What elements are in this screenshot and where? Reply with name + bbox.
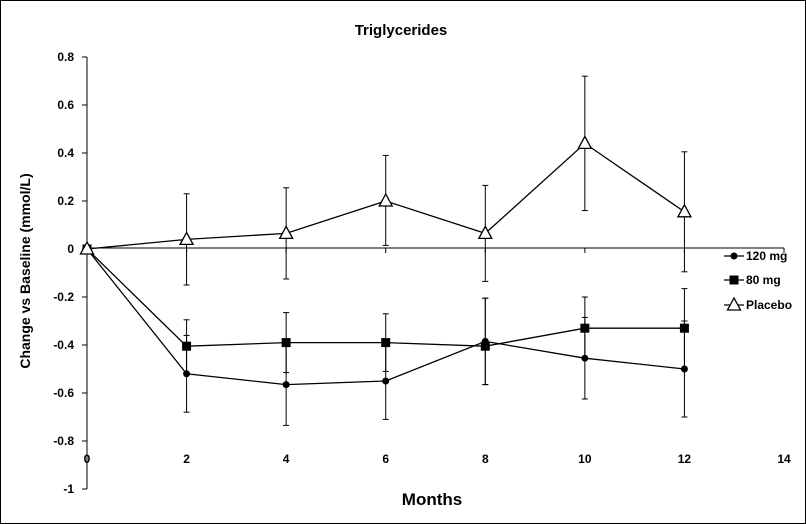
120-mg-marker [183, 370, 191, 378]
legend-label: Placebo [746, 298, 792, 312]
80-mg-marker [381, 338, 391, 348]
placebo-marker [378, 192, 394, 207]
x-tick-label: 14 [777, 452, 791, 466]
120-mg-marker [680, 365, 688, 373]
placebo-marker [278, 225, 294, 240]
80-mg-marker [281, 338, 291, 348]
placebo-marker [676, 203, 693, 218]
legend-placebo-marker [726, 296, 742, 311]
y-tick-label: -1 [63, 482, 74, 496]
80-mg-marker [580, 323, 590, 333]
legend-label: 120 mg [746, 249, 787, 263]
x-tick-label: 6 [382, 452, 389, 466]
x-tick-label: 2 [183, 452, 190, 466]
plot-area: 0.8 0.6 0.4 0.2 0 -0.2 -0.4 -0.6 -0.8 -1 0 2 4 6 8 10 12… [53, 50, 791, 496]
y-axis-label: Change vs Baseline (mmol/L) [17, 173, 33, 368]
y-tick-label: 0.4 [57, 146, 74, 160]
x-tick-label: 8 [482, 452, 489, 466]
legend-label: 80 mg [746, 273, 781, 287]
x-tick-label: 12 [678, 452, 692, 466]
y-tick-label: 0.2 [57, 194, 74, 208]
placebo-marker [79, 240, 95, 255]
legend-120-mg-marker [730, 252, 738, 260]
x-tick-label: 4 [283, 452, 290, 466]
placebo-marker [178, 231, 195, 246]
y-tick-label: -0.2 [53, 290, 74, 304]
y-tick-label: 0 [67, 242, 74, 256]
x-axis-label: Months [402, 490, 462, 509]
x-tick-label: 0 [84, 452, 91, 466]
120-mg-marker [382, 377, 390, 385]
placebo-marker [477, 225, 493, 240]
chart-title: Triglycerides [355, 22, 448, 39]
placebo-marker [577, 135, 593, 150]
x-tick-label: 10 [578, 452, 592, 466]
y-tick-label: 0.8 [57, 50, 74, 64]
80-mg-marker [679, 323, 689, 333]
y-tick-label: -0.8 [53, 434, 74, 448]
120-mg-marker [282, 381, 290, 389]
legend-80-mg-marker [729, 275, 739, 285]
legend: 120 mg 80 mg Placebo [724, 249, 792, 312]
y-tick-label: -0.4 [53, 338, 74, 352]
80-mg-marker [182, 341, 192, 351]
120-mg-marker [581, 354, 589, 362]
80-mg-marker [480, 341, 490, 351]
y-tick-label: -0.6 [53, 386, 74, 400]
y-tick-label: 0.6 [57, 98, 74, 112]
